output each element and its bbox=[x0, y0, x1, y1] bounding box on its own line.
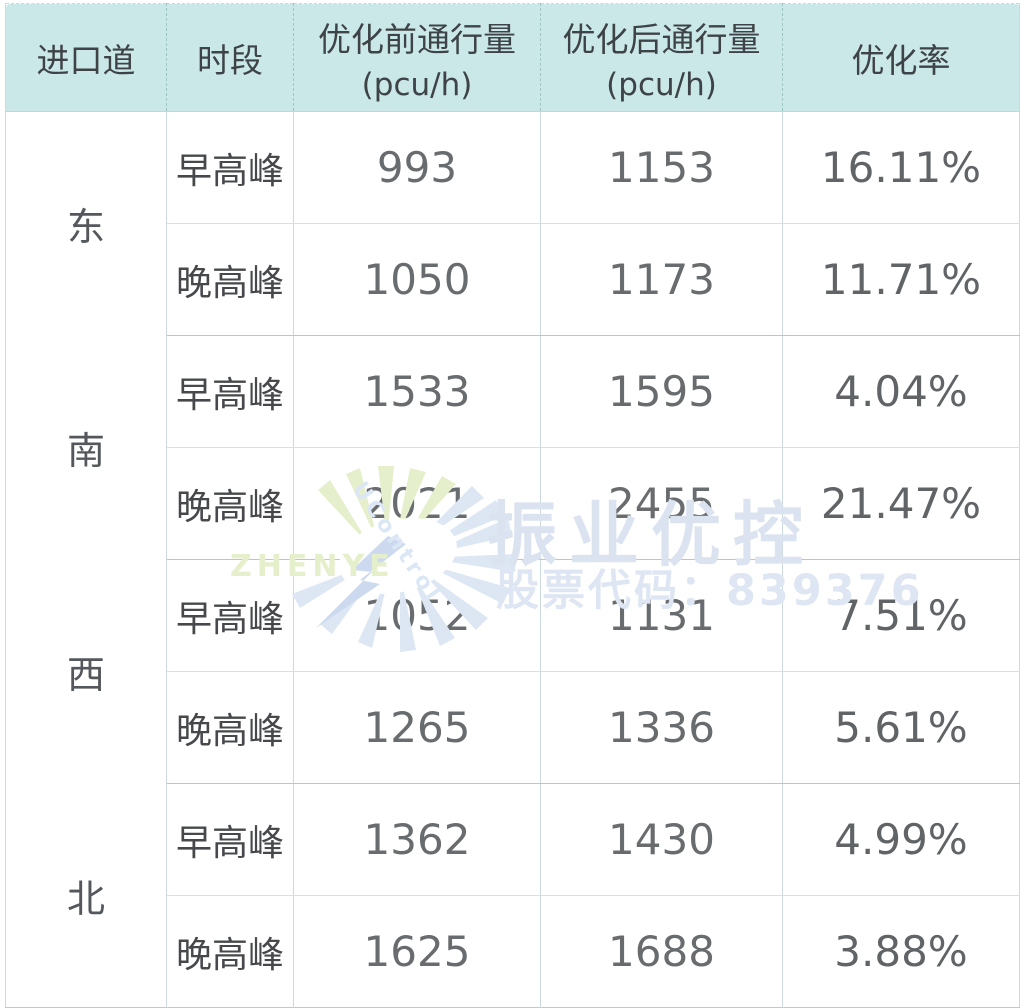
before-volume-cell: 1362 bbox=[293, 783, 541, 896]
header-entrance: 进口道 bbox=[5, 3, 167, 112]
header-period: 时段 bbox=[166, 3, 294, 112]
header-rate-label: 优化率 bbox=[851, 40, 951, 80]
rate-cell: 21.47% bbox=[782, 447, 1020, 560]
period-cell: 早高峰 bbox=[166, 783, 294, 896]
header-before: 优化前通行量 (pcu/h) bbox=[293, 3, 541, 112]
period-cell: 早高峰 bbox=[166, 335, 294, 448]
rate-cell: 5.61% bbox=[782, 671, 1020, 784]
header-rate: 优化率 bbox=[782, 3, 1020, 112]
period-cell: 早高峰 bbox=[166, 559, 294, 672]
rate-cell: 7.51% bbox=[782, 559, 1020, 672]
after-volume-cell: 1430 bbox=[540, 783, 783, 896]
before-volume-cell: 1533 bbox=[293, 335, 541, 448]
direction-west: 西 bbox=[5, 559, 167, 784]
before-volume-cell: 1265 bbox=[293, 671, 541, 784]
header-row: 进口道 时段 优化前通行量 (pcu/h) 优化后通行量 (pcu/h) 优化率 bbox=[5, 3, 1020, 112]
after-volume-cell: 1336 bbox=[540, 671, 783, 784]
table-row: 晚高峰 1050 1173 11.71% bbox=[6, 223, 1020, 336]
before-volume-cell: 993 bbox=[293, 111, 541, 224]
before-volume-cell: 1050 bbox=[293, 223, 541, 336]
header-before-unit: (pcu/h) bbox=[361, 66, 473, 103]
header-after: 优化后通行量 (pcu/h) bbox=[540, 3, 783, 112]
before-volume-cell: 1625 bbox=[293, 895, 541, 1008]
direction-north: 北 bbox=[5, 783, 167, 1008]
table-row: 西 早高峰 1052 1131 7.51% bbox=[5, 559, 1020, 784]
table-row: 晚高峰 1625 1688 3.88% bbox=[6, 895, 1020, 1008]
direction-south: 南 bbox=[5, 335, 167, 560]
after-volume-cell: 1595 bbox=[540, 335, 783, 448]
rate-cell: 4.99% bbox=[782, 783, 1020, 896]
rate-cell: 3.88% bbox=[834, 927, 968, 976]
header-period-label: 时段 bbox=[197, 40, 263, 80]
after-volume-cell: 1688 bbox=[540, 895, 783, 1008]
after-volume-cell: 1131 bbox=[540, 559, 783, 672]
data-table: 进口道 时段 优化前通行量 (pcu/h) 优化后通行量 (pcu/h) 优化率… bbox=[5, 3, 1020, 1008]
table-row: 南 早高峰 1533 1595 4.04% bbox=[5, 335, 1020, 560]
table-row: 晚高峰 1265 1336 5.61% bbox=[6, 671, 1020, 784]
header-entrance-label: 进口道 bbox=[36, 40, 136, 80]
period-cell: 晚高峰 bbox=[166, 447, 294, 560]
period-cell: 晚高峰 bbox=[166, 895, 294, 1008]
period-cell: 晚高峰 bbox=[166, 223, 294, 336]
period-cell: 晚高峰 bbox=[166, 671, 294, 784]
header-before-label: 优化前通行量 bbox=[318, 19, 516, 59]
after-volume-cell: 2455 bbox=[540, 447, 783, 560]
after-volume-cell: 1153 bbox=[540, 111, 783, 224]
header-after-label: 优化后通行量 bbox=[562, 19, 761, 59]
table-row: 北 早高峰 1362 1430 4.99% bbox=[5, 783, 1020, 1008]
direction-east: 东 bbox=[5, 111, 167, 336]
table-row: 东 早高峰 993 1153 16.11% bbox=[5, 111, 1020, 336]
rate-cell: 4.04% bbox=[782, 335, 1020, 448]
traffic-optimization-table: 进口道 时段 优化前通行量 (pcu/h) 优化后通行量 (pcu/h) 优化率… bbox=[5, 3, 1020, 1008]
after-volume-cell: 1173 bbox=[540, 223, 783, 336]
before-volume-cell: 1052 bbox=[293, 559, 541, 672]
rate-cell: 16.11% bbox=[782, 111, 1020, 224]
period-cell: 早高峰 bbox=[166, 111, 294, 224]
rate-cell: 11.71% bbox=[782, 223, 1020, 336]
before-volume-cell: 2021 bbox=[293, 447, 541, 560]
header-after-unit: (pcu/h) bbox=[606, 66, 717, 103]
